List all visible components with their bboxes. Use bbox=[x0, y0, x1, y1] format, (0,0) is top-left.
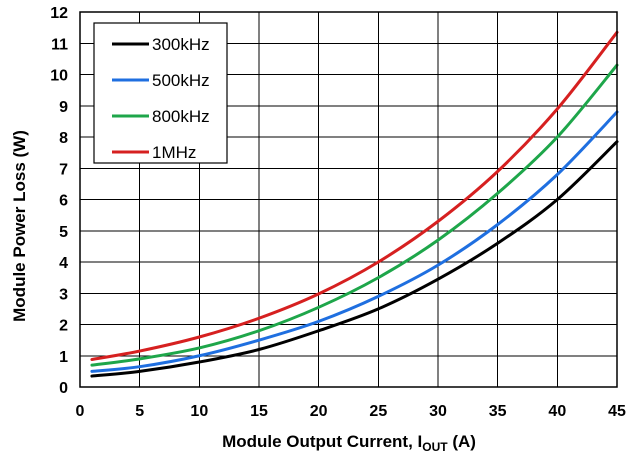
y-tick-label: 3 bbox=[59, 286, 68, 303]
legend-label-300khz: 300kHz bbox=[152, 35, 210, 54]
y-tick-label: 7 bbox=[59, 161, 68, 178]
y-tick-label: 6 bbox=[59, 193, 68, 210]
x-tick-label: 5 bbox=[135, 403, 144, 420]
legend-label-800khz: 800kHz bbox=[152, 107, 210, 126]
legend-box bbox=[93, 22, 228, 164]
x-tick-label: 25 bbox=[369, 403, 387, 420]
series-line-1mhz bbox=[90, 30, 619, 361]
legend: 300kHz 500kHz 800kHz 1MHz bbox=[93, 22, 228, 164]
y-tick-label: 1 bbox=[59, 349, 68, 366]
legend-label-500khz: 500kHz bbox=[152, 71, 210, 90]
x-tick-label: 40 bbox=[548, 403, 566, 420]
series-line-300khz bbox=[90, 140, 619, 378]
x-axis-title-subscript: OUT bbox=[422, 440, 448, 454]
x-axis-title-main: Module Output Current, I bbox=[222, 432, 422, 451]
y-tick-label: 4 bbox=[59, 255, 68, 272]
y-tick-label: 9 bbox=[59, 99, 68, 116]
y-tick-label: 5 bbox=[59, 224, 68, 241]
y-tick-label: 10 bbox=[50, 68, 68, 85]
x-axis-title: Module Output Current, IOUT (A) bbox=[222, 432, 476, 454]
y-axis-title: Module Power Loss (W) bbox=[10, 130, 29, 322]
series-line-800khz bbox=[90, 63, 619, 367]
x-tick-label: 0 bbox=[76, 403, 85, 420]
series-line-500khz bbox=[90, 110, 619, 373]
plot-frame bbox=[79, 11, 618, 388]
x-tick-label: 30 bbox=[429, 403, 447, 420]
x-tick-labels: 0 5 10 15 20 25 30 35 40 45 bbox=[76, 403, 626, 420]
x-tick-label: 10 bbox=[190, 403, 208, 420]
x-tick-label: 20 bbox=[310, 403, 328, 420]
series-lines bbox=[90, 30, 619, 378]
y-tick-label: 8 bbox=[59, 130, 68, 147]
x-tick-label: 45 bbox=[608, 403, 626, 420]
y-tick-label: 0 bbox=[59, 380, 68, 397]
y-tick-label: 11 bbox=[51, 36, 68, 53]
y-tick-label: 12 bbox=[50, 5, 68, 22]
x-tick-label: 35 bbox=[489, 403, 507, 420]
y-tick-label: 2 bbox=[59, 318, 68, 335]
x-axis-title-unit: (A) bbox=[448, 432, 476, 451]
legend-label-1mhz: 1MHz bbox=[152, 143, 196, 162]
x-tick-label: 15 bbox=[250, 403, 268, 420]
